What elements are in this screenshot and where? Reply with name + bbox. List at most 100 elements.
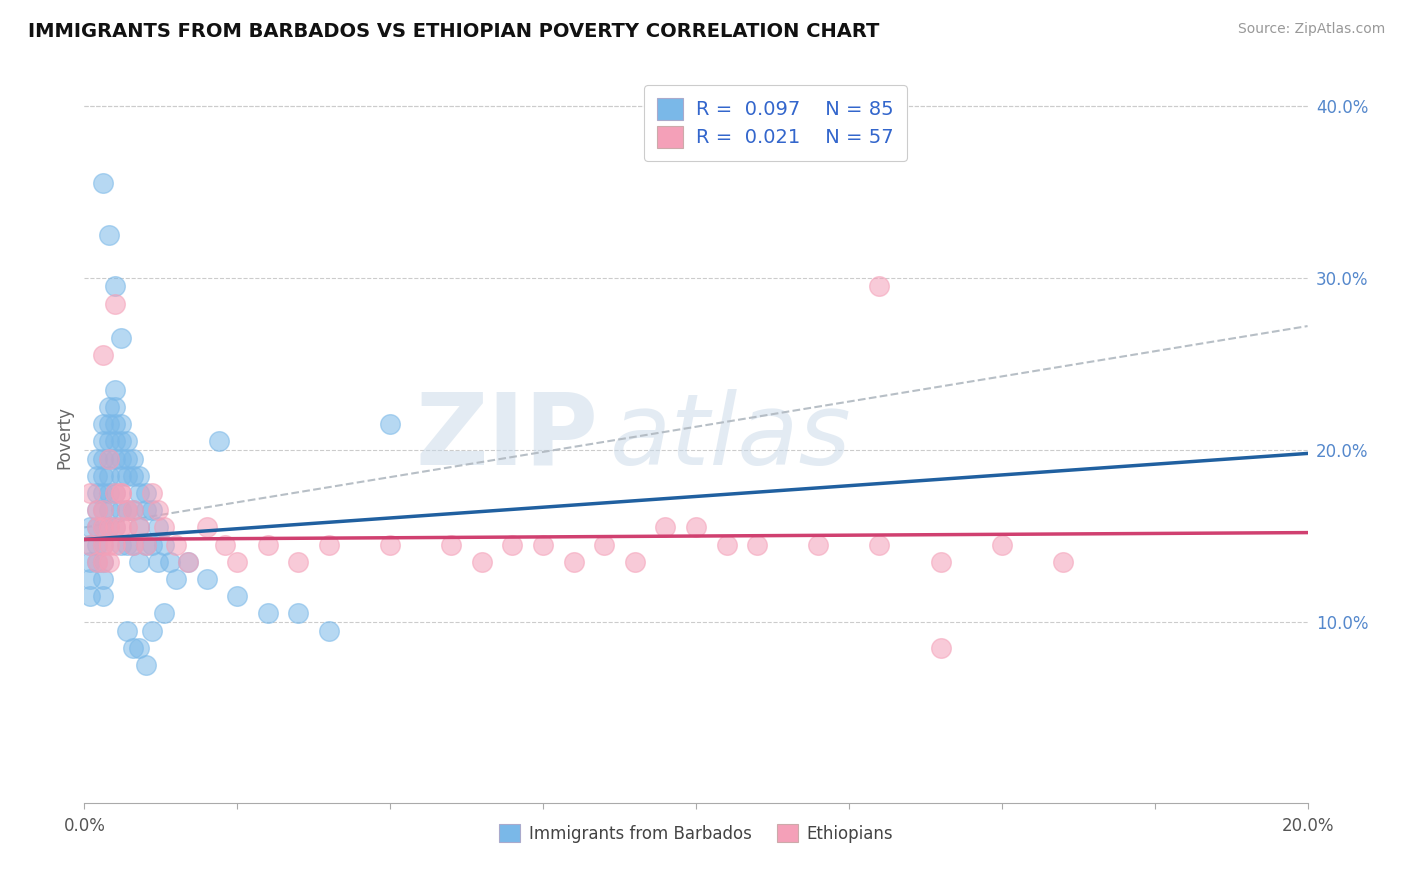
Point xyxy=(593,538,616,552)
Point xyxy=(86,503,108,517)
Point xyxy=(97,417,120,432)
Point xyxy=(747,538,769,552)
Point xyxy=(624,555,647,569)
Point xyxy=(195,520,218,534)
Point xyxy=(153,520,176,534)
Point xyxy=(502,538,524,552)
Point xyxy=(86,503,108,517)
Point xyxy=(110,503,132,517)
Point xyxy=(165,538,187,552)
Point xyxy=(86,451,108,466)
Point xyxy=(86,520,108,534)
Point xyxy=(91,538,114,552)
Point xyxy=(122,538,145,552)
Point xyxy=(110,451,132,466)
Point xyxy=(531,538,554,552)
Point xyxy=(177,555,200,569)
Point xyxy=(104,520,127,534)
Point xyxy=(146,520,169,534)
Point xyxy=(104,486,127,500)
Point xyxy=(929,555,952,569)
Point xyxy=(91,348,114,362)
Text: Source: ZipAtlas.com: Source: ZipAtlas.com xyxy=(1237,22,1385,37)
Point xyxy=(91,417,114,432)
Point xyxy=(97,434,120,449)
Point xyxy=(128,520,150,534)
Point xyxy=(122,451,145,466)
Point xyxy=(97,486,120,500)
Point xyxy=(104,417,127,432)
Point xyxy=(110,538,132,552)
Point xyxy=(104,451,127,466)
Point xyxy=(97,227,120,242)
Point xyxy=(97,520,120,534)
Point xyxy=(97,520,120,534)
Point xyxy=(110,417,132,432)
Point xyxy=(104,279,127,293)
Point xyxy=(929,640,952,655)
Point xyxy=(287,555,309,569)
Point xyxy=(79,555,101,569)
Point xyxy=(104,486,127,500)
Point xyxy=(135,538,157,552)
Point xyxy=(214,538,236,552)
Point xyxy=(141,486,163,500)
Point xyxy=(86,468,108,483)
Point xyxy=(97,503,120,517)
Point xyxy=(104,434,127,449)
Point xyxy=(97,468,120,483)
Point xyxy=(654,520,676,534)
Point xyxy=(318,538,340,552)
Point xyxy=(110,486,132,500)
Point xyxy=(869,279,891,293)
Point xyxy=(318,624,340,638)
Point xyxy=(115,520,138,534)
Point xyxy=(177,555,200,569)
Point xyxy=(135,538,157,552)
Point xyxy=(122,503,145,517)
Point xyxy=(128,468,150,483)
Point xyxy=(128,555,150,569)
Point xyxy=(716,538,738,552)
Point xyxy=(287,607,309,621)
Point xyxy=(115,503,138,517)
Point xyxy=(115,451,138,466)
Point xyxy=(257,538,280,552)
Point xyxy=(128,640,150,655)
Point xyxy=(807,538,830,552)
Point xyxy=(146,503,169,517)
Legend: Immigrants from Barbados, Ethiopians: Immigrants from Barbados, Ethiopians xyxy=(492,817,900,849)
Point xyxy=(91,589,114,603)
Point xyxy=(79,538,101,552)
Point xyxy=(104,538,127,552)
Point xyxy=(86,555,108,569)
Point xyxy=(153,538,176,552)
Point xyxy=(869,538,891,552)
Point xyxy=(146,555,169,569)
Point xyxy=(97,451,120,466)
Point xyxy=(79,538,101,552)
Point xyxy=(97,538,120,552)
Point xyxy=(91,520,114,534)
Point xyxy=(1052,555,1074,569)
Y-axis label: Poverty: Poverty xyxy=(55,406,73,468)
Point xyxy=(91,503,114,517)
Point xyxy=(195,572,218,586)
Point xyxy=(135,503,157,517)
Point xyxy=(110,520,132,534)
Point xyxy=(97,451,120,466)
Point xyxy=(91,176,114,190)
Text: ZIP: ZIP xyxy=(415,389,598,485)
Point xyxy=(115,434,138,449)
Point xyxy=(91,572,114,586)
Point xyxy=(440,538,463,552)
Point xyxy=(128,520,150,534)
Point xyxy=(110,468,132,483)
Point xyxy=(141,624,163,638)
Point xyxy=(91,486,114,500)
Point xyxy=(91,555,114,569)
Point xyxy=(110,331,132,345)
Point xyxy=(122,503,145,517)
Point xyxy=(104,296,127,310)
Point xyxy=(86,555,108,569)
